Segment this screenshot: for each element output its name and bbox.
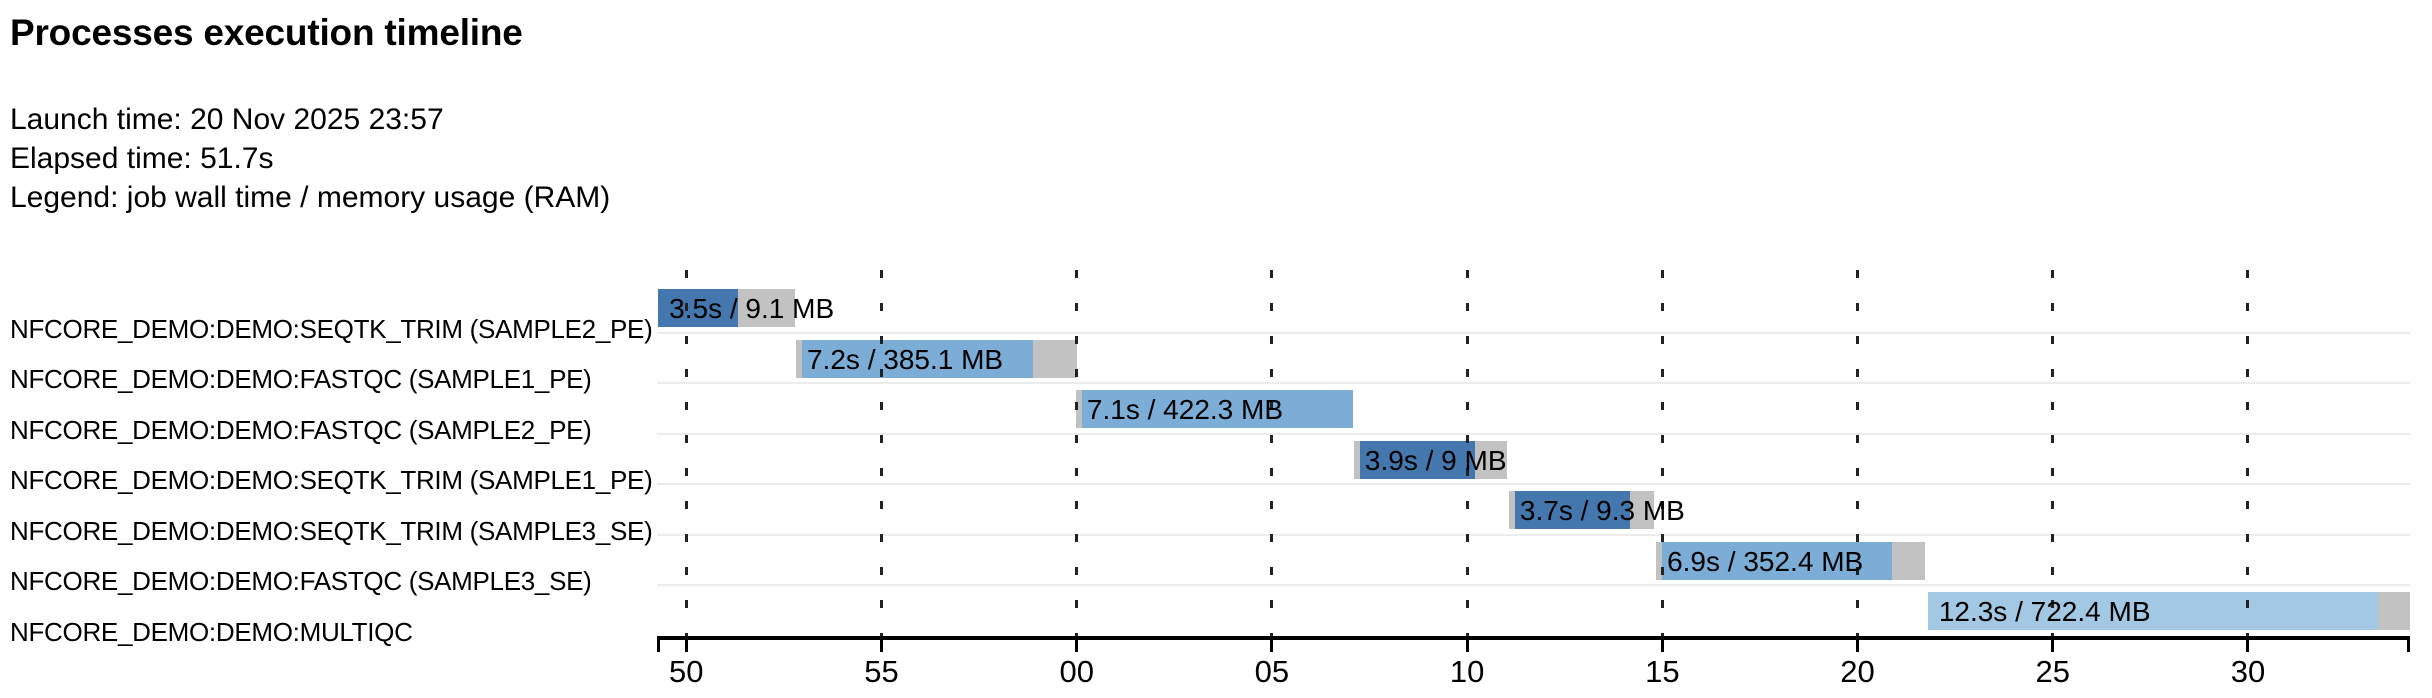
legend-line: Legend: job wall time / memory usage (RA… bbox=[10, 181, 611, 214]
row-separator bbox=[657, 584, 2410, 587]
axis-tick bbox=[1856, 640, 1860, 652]
grid-line bbox=[1856, 270, 1860, 636]
axis-tick bbox=[2246, 640, 2250, 652]
axis-tick bbox=[1270, 640, 1274, 652]
task-bar-segment-overhead bbox=[1629, 491, 1654, 530]
task-bar: 12.3s / 722.4 MB bbox=[1927, 592, 2410, 631]
grid-line bbox=[1465, 270, 1469, 636]
task-bar-segment-pending bbox=[1075, 390, 1082, 429]
axis-tick bbox=[1465, 640, 1469, 652]
plot-area: 3.5s / 9.1 MB 7.2s / 385.1 MB 7.1s / 422.3… bbox=[657, 270, 2410, 689]
task-bar-label: 7.1s / 422.3 MB bbox=[1086, 394, 1284, 426]
grid-line bbox=[879, 270, 883, 636]
task-bar-segment-overhead bbox=[2377, 592, 2410, 631]
grid-line bbox=[1075, 270, 1079, 636]
grid-line bbox=[1270, 270, 1274, 636]
axis-tick bbox=[684, 640, 688, 652]
row-separator bbox=[657, 483, 2410, 486]
axis-endcap-right bbox=[2407, 636, 2410, 652]
task-bar-label: 6.9s / 352.4 MB bbox=[1667, 545, 1864, 577]
process-label: NFCORE_DEMO:DEMO:FASTQC (SAMPLE1_PE) bbox=[10, 364, 592, 395]
task-bar: 3.7s / 9.3 MB bbox=[1508, 491, 1685, 530]
axis-tick-label: 30 bbox=[2230, 654, 2266, 689]
launch-time-line: Launch time: 20 Nov 2025 23:57 bbox=[10, 103, 444, 136]
axis-tick-label: 15 bbox=[1645, 654, 1680, 689]
elapsed-time-line: Elapsed time: 51.7s bbox=[10, 142, 274, 175]
process-label: NFCORE_DEMO:DEMO:SEQTK_TRIM (SAMPLE2_PE) bbox=[10, 313, 653, 344]
process-label: NFCORE_DEMO:DEMO:FASTQC (SAMPLE2_PE) bbox=[10, 414, 592, 445]
axis-tick bbox=[1075, 640, 1079, 652]
task-bar-segment-run bbox=[801, 339, 1033, 378]
task-bar-label: 7.2s / 385.1 MB bbox=[806, 343, 1004, 375]
grid-line bbox=[2051, 270, 2055, 636]
task-bar-segment-overhead bbox=[1032, 339, 1078, 378]
task-bar-segment-pending bbox=[1508, 491, 1515, 530]
task-bar-segment-overhead bbox=[1474, 440, 1507, 479]
axis-tick bbox=[1660, 640, 1664, 652]
task-bar-segment-pending bbox=[1656, 541, 1662, 580]
axis-tick-label: 00 bbox=[1059, 654, 1094, 689]
page-title: Processes execution timeline bbox=[10, 12, 523, 53]
task-bar: 7.2s / 385.1 MB bbox=[795, 339, 1078, 378]
axis-tick-label: 10 bbox=[1449, 654, 1485, 689]
row-separator bbox=[657, 533, 2410, 536]
row-separator bbox=[657, 432, 2410, 435]
task-bar-label: 12.3s / 722.4 MB bbox=[1938, 596, 2151, 628]
axis-tick-label: 50 bbox=[669, 654, 704, 689]
row-separator bbox=[657, 331, 2410, 334]
row-separator bbox=[657, 382, 2410, 385]
x-axis-line bbox=[657, 636, 2410, 640]
grid-line bbox=[2246, 270, 2250, 636]
grid-line bbox=[684, 270, 688, 636]
task-bar-segment-run bbox=[1081, 390, 1353, 429]
axis-endcap-left bbox=[657, 636, 660, 652]
task-bar-segment-run bbox=[1514, 491, 1630, 530]
task-bar: 6.9s / 352.4 MB bbox=[1656, 541, 1926, 580]
process-label: NFCORE_DEMO:DEMO:SEQTK_TRIM (SAMPLE3_SE) bbox=[10, 515, 653, 546]
task-bar-segment-pending bbox=[795, 339, 802, 378]
run-metadata: Launch time: 20 Nov 2025 23:57 Elapsed t… bbox=[10, 100, 610, 217]
axis-tick bbox=[2051, 640, 2055, 652]
task-bar: 7.1s / 422.3 MB bbox=[1075, 390, 1353, 429]
task-bar-segment-run bbox=[1359, 440, 1475, 479]
task-bar-label: 3.7s / 9.3 MB bbox=[1519, 495, 1685, 527]
task-bar-segment-run bbox=[1927, 592, 2378, 631]
grid-line bbox=[1660, 270, 1664, 636]
task-bar-segment-pending bbox=[1353, 440, 1360, 479]
process-label: NFCORE_DEMO:DEMO:MULTIQC bbox=[10, 617, 413, 647]
axis-tick-label: 55 bbox=[864, 654, 899, 689]
axis-tick bbox=[879, 640, 883, 652]
task-bar-label: 3.5s / 9.1 MB bbox=[669, 293, 835, 324]
axis-tick-label: 05 bbox=[1254, 654, 1290, 689]
axis-tick-label: 20 bbox=[1840, 654, 1875, 689]
process-label: NFCORE_DEMO:DEMO:FASTQC (SAMPLE3_SE) bbox=[10, 566, 592, 597]
task-bar-segment-run bbox=[1661, 541, 1892, 580]
process-label: NFCORE_DEMO:DEMO:SEQTK_TRIM (SAMPLE1_PE) bbox=[10, 465, 653, 496]
axis-tick-label: 25 bbox=[2035, 654, 2070, 689]
task-bar-segment-run bbox=[658, 289, 739, 327]
task-bar-label: 3.9s / 9 MB bbox=[1364, 444, 1507, 476]
task-bar: 3.9s / 9 MB bbox=[1353, 440, 1507, 479]
task-bar-segment-overhead bbox=[1891, 541, 1926, 580]
task-bar: 3.5s / 9.1 MB bbox=[658, 289, 834, 327]
task-bar-segment-overhead bbox=[738, 289, 796, 327]
